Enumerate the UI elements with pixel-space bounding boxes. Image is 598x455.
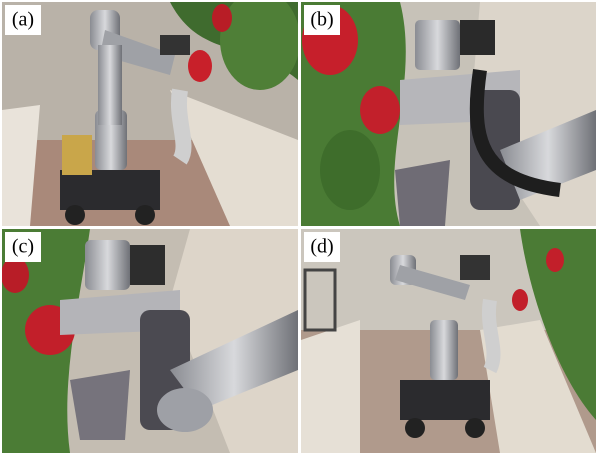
photo-c — [1, 229, 298, 453]
panel-label: (c) — [12, 236, 34, 258]
panel-label: (a) — [12, 9, 34, 31]
figure: (a) (b) (c) (d) — [0, 0, 598, 455]
photo-b — [301, 2, 596, 226]
photo-a — [2, 0, 300, 226]
photo-d — [301, 229, 596, 453]
panel-label: (b) — [310, 9, 333, 31]
panel-label: (d) — [310, 236, 333, 258]
